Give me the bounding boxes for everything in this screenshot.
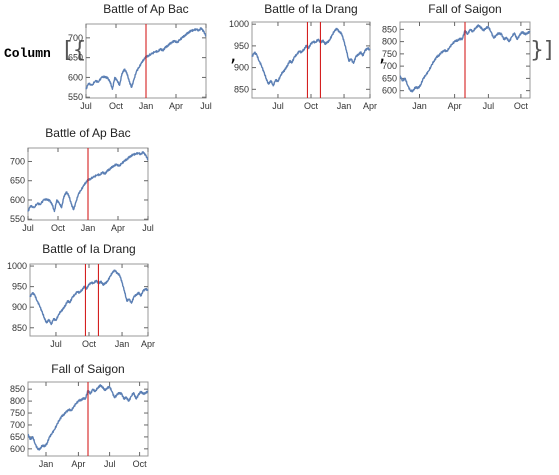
chart-title: Fall of Saigon [51,362,124,376]
x-tick-label: Jan [139,101,154,111]
x-tick-label: Jul [22,223,34,233]
x-tick-label: Oct [133,459,148,469]
x-tick-label: Jan [412,101,427,111]
x-tick-label: Apr [111,223,125,233]
y-tick-label: 900 [234,63,249,73]
y-tick-label: 600 [382,86,397,96]
y-tick-label: 650 [10,432,25,442]
x-tick-label: Jul [483,101,495,111]
y-tick-label: 950 [12,282,27,292]
y-tick-label: 650 [382,73,397,83]
x-tick-label: Oct [514,101,529,111]
y-tick-label: 850 [234,84,249,94]
x-tick-label: Jan [115,339,130,349]
chart-title: Battle of Ap Bac [45,126,130,140]
x-tick-label: Apr [363,101,377,111]
series-line [27,151,149,213]
chart-ap-bac-column: Battle of Ap Bac 550 600 650 700 Jul Oct Jan Apr… [10,126,154,233]
x-tick-label: Jan [337,101,352,111]
x-tick-label: Oct [82,339,97,349]
chart-ap-bac-top: Battle of Ap Bac 550 600 650 700 Jul Oct Jan Apr… [68,2,212,111]
y-tick-label: 600 [10,195,25,205]
y-tick-label: 800 [10,396,25,406]
comma-2: , [379,42,386,66]
y-tick-label: 1000 [229,19,249,29]
x-tick-label: Jul [200,101,212,111]
y-tick-label: 650 [68,53,83,63]
y-tick-label: 700 [10,420,25,430]
close-brackets: }] [530,38,553,63]
y-tick-label: 650 [10,176,25,186]
y-tick-label: 750 [10,408,25,418]
y-tick-label: 750 [382,49,397,59]
chart-ia-drang-column: Battle of Ia Drang 850 900 950 1000 Jul Oct Jan… [7,242,155,349]
y-tick-label: 600 [68,72,83,82]
x-tick-label: Apr [141,339,155,349]
x-tick-label: Jan [81,223,96,233]
y-tick-label: 850 [12,323,27,333]
x-tick-label: Oct [109,101,124,111]
x-tick-label: Jul [272,101,284,111]
x-tick-label: Oct [51,223,66,233]
y-tick-label: 850 [10,384,25,394]
x-tick-label: Jul [142,223,154,233]
x-tick-label: Jul [50,339,62,349]
chart-title: Battle of Ia Drang [264,2,357,16]
column-keyword: Column [4,46,51,61]
y-tick-label: 550 [10,214,25,224]
chart-title: Battle of Ia Drang [42,242,135,256]
y-tick-label: 700 [68,33,83,43]
x-tick-label: Apr [169,101,183,111]
y-tick-label: 950 [234,41,249,51]
comma-1: , [230,42,237,66]
x-tick-label: Jul [80,101,92,111]
y-tick-label: 850 [382,24,397,34]
x-tick-label: Apr [71,459,85,469]
y-tick-label: 800 [382,37,397,47]
y-tick-label: 1000 [7,261,27,271]
series-line [251,27,371,87]
series-line [29,269,149,326]
y-tick-label: 550 [68,92,83,102]
y-tick-label: 900 [12,302,27,312]
x-tick-label: Apr [448,101,462,111]
y-tick-label: 700 [10,156,25,166]
y-tick-label: 700 [382,61,397,71]
y-tick-label: 600 [10,444,25,454]
chart-title: Battle of Ap Bac [103,2,188,16]
open-brackets: [{ [64,38,87,63]
chart-title: Fall of Saigon [428,2,501,16]
x-tick-label: Jan [39,459,54,469]
x-tick-label: Jul [104,459,116,469]
chart-ia-drang-top: Battle of Ia Drang 850 900 950 1000 Jul Oct Jan… [229,2,377,111]
chart-fall-of-saigon-column: Fall of Saigon 600 650 700 750 800 850 Jan Apr Ju… [10,362,149,469]
x-tick-label: Oct [304,101,319,111]
chart-fall-of-saigon-top: Fall of Saigon 600 650 700 750 800 850 Jan Apr Ju… [382,2,531,111]
series-line [85,27,207,91]
